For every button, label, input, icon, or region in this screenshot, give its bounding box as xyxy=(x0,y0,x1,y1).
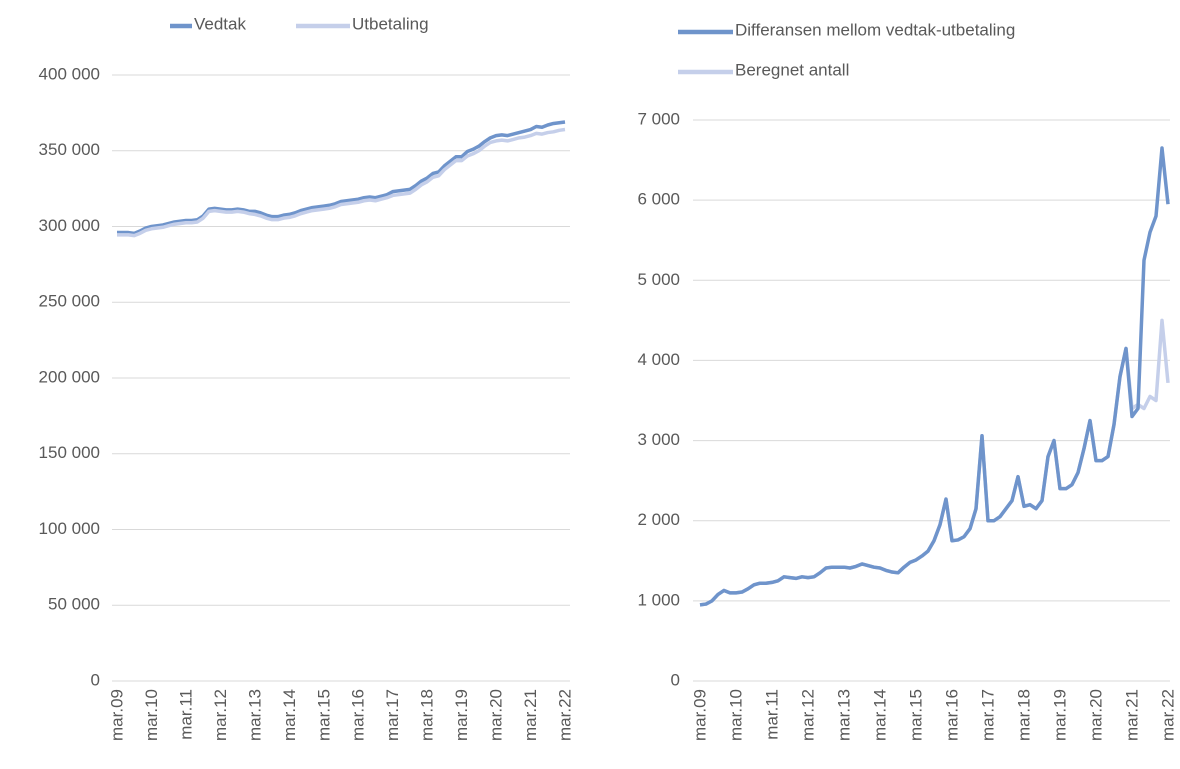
y-tick-label: 50 000 xyxy=(48,595,100,614)
x-tick-label: mar.11 xyxy=(176,689,195,740)
x-tick-label: mar.22 xyxy=(555,689,574,741)
x-tick-label: mar.17 xyxy=(978,689,997,741)
data-line xyxy=(699,146,1170,607)
x-tick-label: mar.14 xyxy=(870,689,889,741)
y-tick-label: 3 000 xyxy=(637,430,680,449)
y-tick-label: 150 000 xyxy=(39,443,100,462)
x-tick-label: mar.09 xyxy=(107,689,126,741)
x-tick-label: mar.18 xyxy=(418,689,437,741)
x-tick-label: mar.22 xyxy=(1158,689,1177,741)
x-tick-label: mar.19 xyxy=(1050,689,1069,741)
x-tick-label: mar.16 xyxy=(942,689,961,741)
x-tick-label: mar.15 xyxy=(906,689,925,741)
y-tick-label: 1 000 xyxy=(637,590,680,609)
y-tick-label: 200 000 xyxy=(39,367,100,386)
data-line xyxy=(117,127,566,238)
x-tick-label: mar.09 xyxy=(690,689,709,741)
y-tick-label: 5 000 xyxy=(637,270,680,289)
x-tick-label: mar.16 xyxy=(349,689,368,741)
x-tick-label: mar.21 xyxy=(1122,689,1141,741)
legend-label: Utbetaling xyxy=(352,14,429,33)
x-tick-label: mar.18 xyxy=(1014,689,1033,741)
x-tick-label: mar.10 xyxy=(726,689,745,741)
x-tick-label: mar.14 xyxy=(280,689,299,741)
x-tick-label: mar.12 xyxy=(211,689,230,741)
chart: 0 50 000 100 000 150 000 200 000 250 000 300 0… xyxy=(39,14,575,741)
y-tick-label: 0 xyxy=(671,670,680,689)
y-tick-label: 350 000 xyxy=(39,140,100,159)
x-tick-label: mar.20 xyxy=(1086,689,1105,741)
y-tick-label: 100 000 xyxy=(39,519,100,538)
y-tick-label: 7 000 xyxy=(637,109,680,128)
y-tick-label: 4 000 xyxy=(637,350,680,369)
y-tick-label: 300 000 xyxy=(39,216,100,235)
y-tick-label: 0 xyxy=(91,670,100,689)
data-line xyxy=(117,120,566,236)
chart: 0 1 000 2 000 3 000 4 000 5 000 6 000 7 000 mar.… xyxy=(637,20,1177,741)
x-tick-label: mar.21 xyxy=(521,689,540,741)
x-tick-label: mar.10 xyxy=(142,689,161,741)
legend-label: Differansen mellom vedtak-utbetaling xyxy=(735,20,1015,39)
x-tick-label: mar.19 xyxy=(452,689,471,741)
legend-label: Vedtak xyxy=(194,14,246,33)
x-tick-label: mar.20 xyxy=(487,689,506,741)
legend-label: Beregnet antall xyxy=(735,60,849,79)
data-line xyxy=(699,318,1170,607)
x-tick-label: mar.12 xyxy=(798,689,817,741)
x-tick-label: mar.13 xyxy=(834,689,853,741)
x-tick-label: mar.13 xyxy=(245,689,264,741)
y-tick-label: 6 000 xyxy=(637,190,680,209)
y-tick-label: 400 000 xyxy=(39,64,100,83)
x-tick-label: mar.15 xyxy=(314,689,333,741)
x-tick-label: mar.11 xyxy=(762,689,781,740)
y-tick-label: 250 000 xyxy=(39,292,100,311)
y-tick-label: 2 000 xyxy=(637,510,680,529)
x-tick-label: mar.17 xyxy=(383,689,402,741)
